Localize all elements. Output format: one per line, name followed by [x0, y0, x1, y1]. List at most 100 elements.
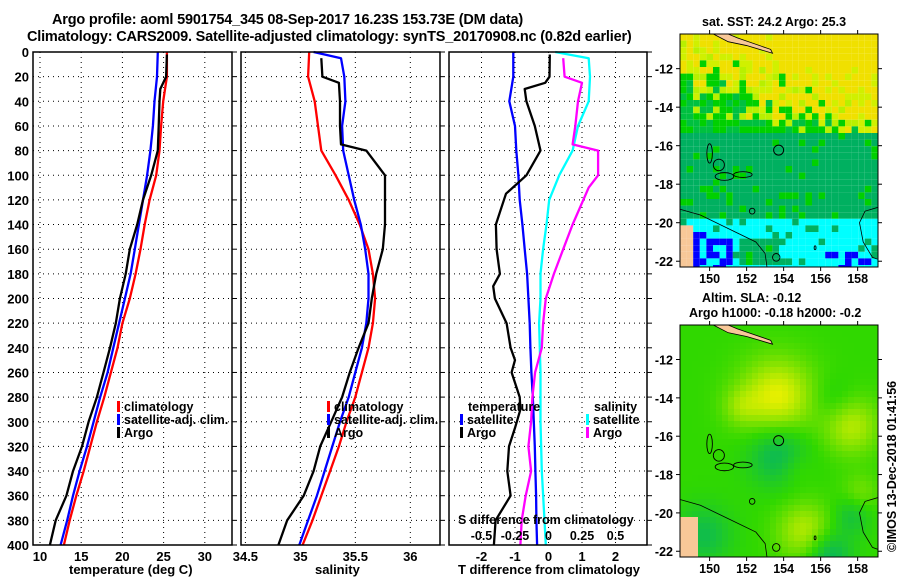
- map-cell: [686, 487, 692, 493]
- map-cell: [693, 251, 700, 259]
- map-cell: [836, 469, 842, 475]
- map-cell: [704, 481, 710, 487]
- map-cell: [788, 331, 794, 337]
- map-cell: [758, 475, 764, 481]
- map-cell: [825, 185, 832, 193]
- map-cell: [686, 493, 692, 499]
- map-cell: [719, 47, 727, 54]
- map-cell: [858, 212, 865, 219]
- map-cell: [812, 232, 819, 239]
- map-cell: [864, 146, 872, 153]
- map-cell: [726, 106, 733, 114]
- map-cell: [776, 439, 782, 445]
- map-cell: [788, 367, 794, 373]
- map-cell: [746, 517, 752, 523]
- map-cell: [692, 415, 698, 421]
- map-cell: [692, 541, 698, 547]
- map-cell: [779, 73, 786, 81]
- map-cell: [772, 133, 779, 140]
- map-cell: [866, 511, 872, 517]
- map-cell: [692, 487, 698, 493]
- map-cell: [698, 451, 704, 457]
- map-cell: [779, 67, 786, 74]
- map-cell: [782, 337, 788, 343]
- map-cell: [770, 403, 776, 409]
- map-cell: [806, 403, 812, 409]
- map-cell: [758, 511, 764, 517]
- map-cell: [842, 379, 848, 385]
- map-cell: [836, 439, 842, 445]
- map-cell: [752, 113, 760, 120]
- map-cell: [716, 517, 722, 523]
- map-cell: [719, 40, 727, 48]
- map-cell: [686, 265, 694, 267]
- map-cell: [686, 481, 692, 487]
- map-cell: [716, 499, 722, 505]
- map-cell: [782, 391, 788, 397]
- legend-satellite: satellite-adj. clim.: [327, 414, 438, 427]
- map-cell: [848, 343, 854, 349]
- map-cell: [794, 451, 800, 457]
- map-cell: [728, 433, 734, 439]
- map-cell: [728, 547, 734, 553]
- map-cell: [776, 499, 782, 505]
- map-cell: [746, 403, 752, 409]
- map-cell: [706, 60, 713, 67]
- map-cell: [713, 238, 720, 246]
- map-cell: [710, 457, 716, 463]
- map-cell: [825, 199, 832, 206]
- map-cell: [798, 192, 806, 199]
- map-cell: [798, 265, 806, 267]
- map-cell: [719, 73, 727, 81]
- map-cell: [692, 463, 698, 469]
- map-cell: [800, 457, 806, 463]
- map-cell: [806, 511, 812, 517]
- island-outline: [813, 535, 817, 541]
- map-cell: [728, 523, 734, 529]
- map-cell: [792, 93, 799, 100]
- map-cell: [860, 553, 866, 557]
- map-cell: [860, 355, 866, 361]
- map-cell: [872, 325, 878, 331]
- map-cell: [782, 361, 788, 367]
- map-cell: [752, 106, 760, 114]
- map-cell: [866, 487, 872, 493]
- map-cell: [830, 331, 836, 337]
- map-cell: [693, 119, 700, 127]
- map-cell: [746, 205, 753, 213]
- map-cell: [680, 146, 687, 153]
- map-cell: [759, 146, 766, 153]
- map-cell: [842, 397, 848, 403]
- map-cell: [838, 218, 845, 226]
- map-cell: [752, 475, 758, 481]
- map-cell: [845, 119, 852, 127]
- map-cell: [848, 427, 854, 433]
- map-cell: [728, 361, 734, 367]
- map-cell: [719, 146, 727, 153]
- map-cell: [818, 133, 826, 140]
- map-cell: [734, 475, 740, 481]
- map-cell: [752, 541, 758, 547]
- map-cell: [845, 80, 852, 87]
- map-cell: [719, 192, 727, 199]
- map-cell: [831, 40, 839, 48]
- map-cell: [788, 529, 794, 535]
- map-cell: [842, 421, 848, 427]
- map-cell: [872, 367, 878, 373]
- map-cell: [752, 205, 760, 213]
- map-cell: [686, 100, 694, 107]
- map-cell: [716, 409, 722, 415]
- map-cell: [858, 47, 865, 54]
- map-cell: [772, 60, 779, 67]
- map-cell: [871, 60, 878, 67]
- map-frame: [679, 324, 879, 558]
- map-cell: [746, 445, 752, 451]
- map-cell: [732, 60, 740, 67]
- map-cell: [871, 80, 878, 87]
- map-cell: [752, 379, 758, 385]
- map-cell: [739, 139, 746, 147]
- map-cell: [680, 415, 686, 421]
- map-cell: [872, 439, 878, 445]
- map-cell: [752, 60, 760, 67]
- map-cell: [704, 331, 710, 337]
